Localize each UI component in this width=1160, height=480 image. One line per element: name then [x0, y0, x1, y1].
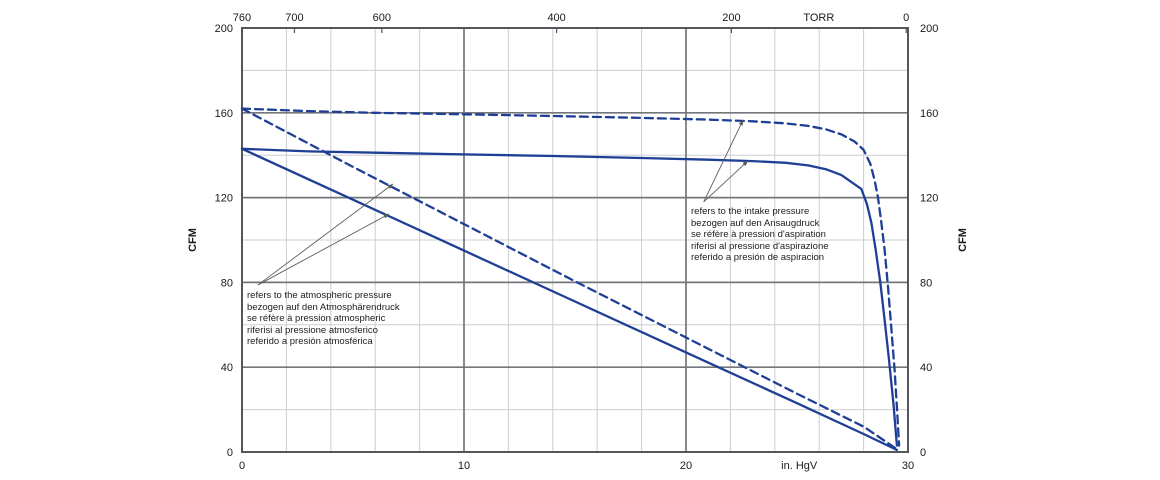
curve-dashed-atmospheric	[240, 107, 900, 452]
annotation-line: bezogen auf den Ansaugdruck	[691, 217, 820, 229]
annotation-line: riferisi al pressione d'aspirazione	[691, 240, 829, 252]
bottom-axis-tick-label: 10	[458, 460, 470, 472]
curve-solid-intake	[240, 147, 899, 447]
annotation-line: riferisi al pressione atmosferico	[247, 324, 378, 336]
left-axis-tick-label: 40	[221, 362, 233, 374]
left-axis-title: CFM	[187, 228, 199, 252]
leader-line-intake	[703, 160, 749, 203]
plot-border	[241, 27, 909, 453]
top-axis-unit-label: TORR	[803, 12, 834, 24]
annotation-line: se réfère à pression d'aspiration	[691, 229, 826, 241]
left-axis-tick-label: 160	[215, 108, 233, 120]
left-axis-tick-label: 0	[227, 447, 233, 459]
top-axis-tick-label: 200	[722, 12, 740, 24]
left-axis-tick-label: 120	[215, 193, 233, 205]
bottom-axis-tick-label: 0	[239, 460, 245, 472]
annotation-line: refers to the intake pressure	[691, 206, 810, 217]
top-axis-tick-label: 0	[903, 12, 909, 24]
curve-dashed-intake	[240, 107, 901, 447]
right-axis-tick-label: 40	[920, 362, 932, 374]
right-axis-tick-label: 80	[920, 277, 932, 289]
annotation-atmospheric-pressure: refers to the atmospheric pressure bezog…	[247, 290, 400, 348]
top-axis-tick-label: 760	[233, 12, 251, 24]
bottom-axis-unit-label: in. HgV	[781, 460, 818, 472]
annotation-line: referido a presión atmosférica	[247, 336, 373, 348]
top-axis-tick-label: 600	[373, 12, 391, 24]
right-axis-tick-label: 120	[920, 193, 938, 205]
annotation-line: se réfère à pression atmospheric	[247, 313, 386, 325]
right-axis-title: CFM	[957, 228, 969, 252]
leader-line-atmospheric	[257, 213, 390, 286]
annotation-line: referido a presión de aspiracion	[691, 252, 825, 264]
left-axis-tick-label: 200	[215, 23, 233, 35]
top-axis-tick-label: 700	[285, 12, 303, 24]
annotation-intake-pressure: refers to the intake pressure bezogen au…	[691, 206, 829, 264]
annotation-line: bezogen auf den Atmosphärendruck	[247, 301, 400, 313]
bottom-axis-tick-label: 20	[680, 460, 692, 472]
curve-solid-atmospheric	[240, 147, 899, 452]
right-axis-tick-label: 200	[920, 23, 938, 35]
right-axis-tick-label: 0	[920, 447, 926, 459]
left-axis-tick-label: 80	[221, 277, 233, 289]
bottom-axis-tick-label: 30	[902, 460, 914, 472]
leader-line-atmospheric	[257, 183, 394, 286]
right-axis-tick-label: 160	[920, 108, 938, 120]
leader-line-intake	[703, 119, 744, 203]
top-axis-tick-label: 400	[547, 12, 565, 24]
annotation-line: refers to the atmospheric pressure	[247, 290, 392, 301]
